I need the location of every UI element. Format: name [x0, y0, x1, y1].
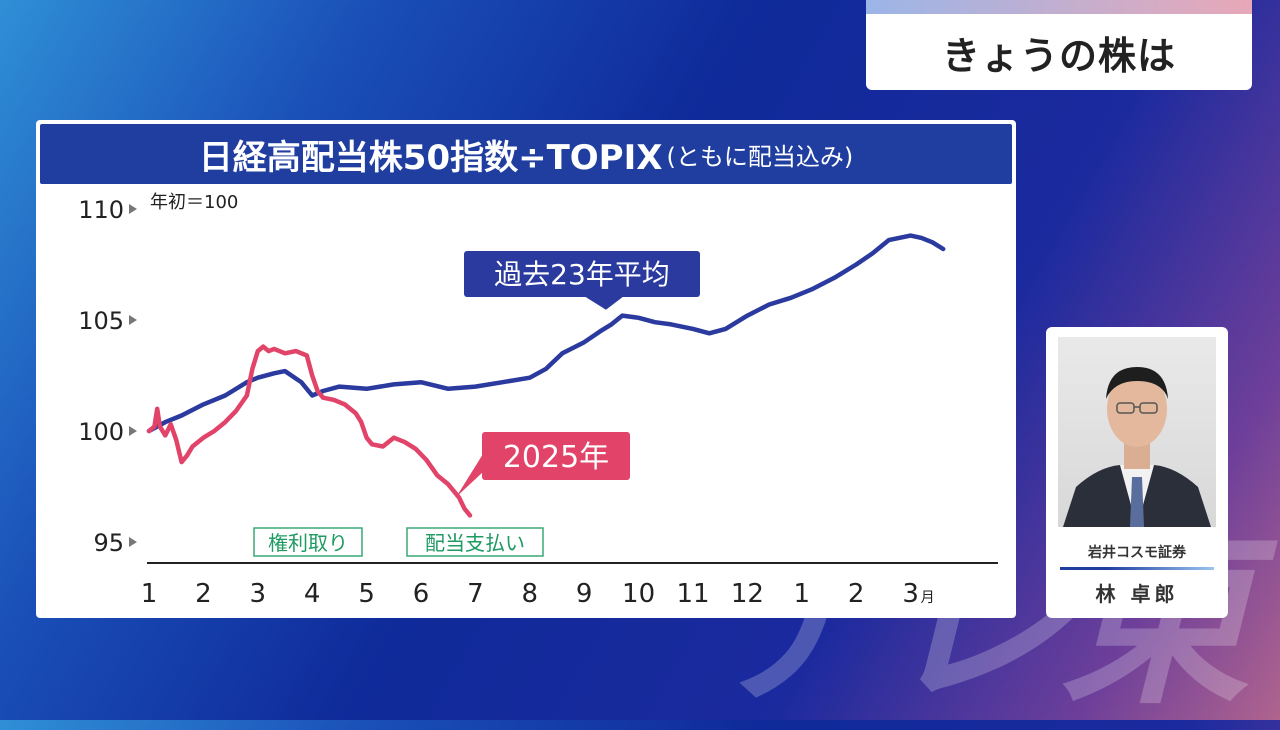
series-line-average	[146, 233, 946, 434]
commentator-name: 林 卓郎	[1095, 582, 1179, 606]
callout-box-2025	[482, 432, 630, 480]
x-tick-label: 3	[250, 579, 267, 609]
chart-panel: 1 2 3 4 5 6 7 8 9 10 11 12 1 2 3 月 95 100 105 110 年初＝100 過去23…	[36, 120, 1016, 618]
x-tick-label: 4	[304, 579, 321, 609]
segment-label: きょうの株は	[866, 14, 1252, 90]
x-tick-label: 1	[794, 579, 811, 609]
x-tick-label: 11	[676, 579, 709, 609]
callout-label-2025: 2025年	[503, 440, 609, 475]
chart-title-main: 日経高配当株50指数÷TOPIX	[198, 137, 663, 178]
series-line-current-year	[146, 344, 473, 518]
x-tick-label: 2	[848, 579, 865, 609]
callout-pointer-average	[584, 296, 624, 310]
x-tick-label: 8	[522, 579, 539, 609]
y-tick-label: 100	[78, 418, 124, 446]
commentator-card: 岩井コスモ証券 林 卓郎	[1046, 327, 1228, 618]
y-tick-marker	[129, 426, 137, 436]
period-label: 権利取り	[268, 531, 348, 555]
chart-title-sub: (ともに配当込み)	[666, 142, 854, 171]
y-tick-label: 105	[78, 307, 124, 335]
x-tick-label: 2	[195, 579, 212, 609]
callout-pointer-2025	[456, 454, 483, 497]
y-tick-marker	[129, 315, 137, 325]
commentator-photo	[1058, 337, 1216, 527]
period-label-box	[253, 527, 363, 557]
x-tick-label: 12	[731, 579, 764, 609]
y-tick-label: 110	[78, 196, 124, 224]
x-tick-label: 5	[358, 579, 375, 609]
period-label-box	[406, 527, 544, 557]
y-tick-marker	[129, 537, 137, 547]
x-tick-label: 1	[141, 579, 158, 609]
x-tick-label: 6	[413, 579, 430, 609]
name-divider	[1060, 567, 1214, 570]
callout-box-average	[464, 251, 700, 297]
callout-label-average: 過去23年平均	[494, 258, 670, 291]
x-tick-label: 3	[902, 579, 919, 609]
x-unit-label: 月	[921, 590, 935, 606]
period-label: 配当支払い	[425, 531, 525, 555]
commentator-company: 岩井コスモ証券	[1088, 545, 1186, 561]
y-axis-note: 年初＝100	[150, 192, 238, 213]
segment-card-strip	[866, 0, 1252, 14]
x-tick-label: 9	[576, 579, 593, 609]
chart-title: 日経高配当株50指数÷TOPIX (ともに配当込み)	[40, 124, 1012, 184]
x-tick-label: 7	[467, 579, 484, 609]
x-tick-label: 10	[622, 579, 655, 609]
y-tick-marker	[129, 204, 137, 214]
y-tick-label: 95	[93, 529, 124, 557]
